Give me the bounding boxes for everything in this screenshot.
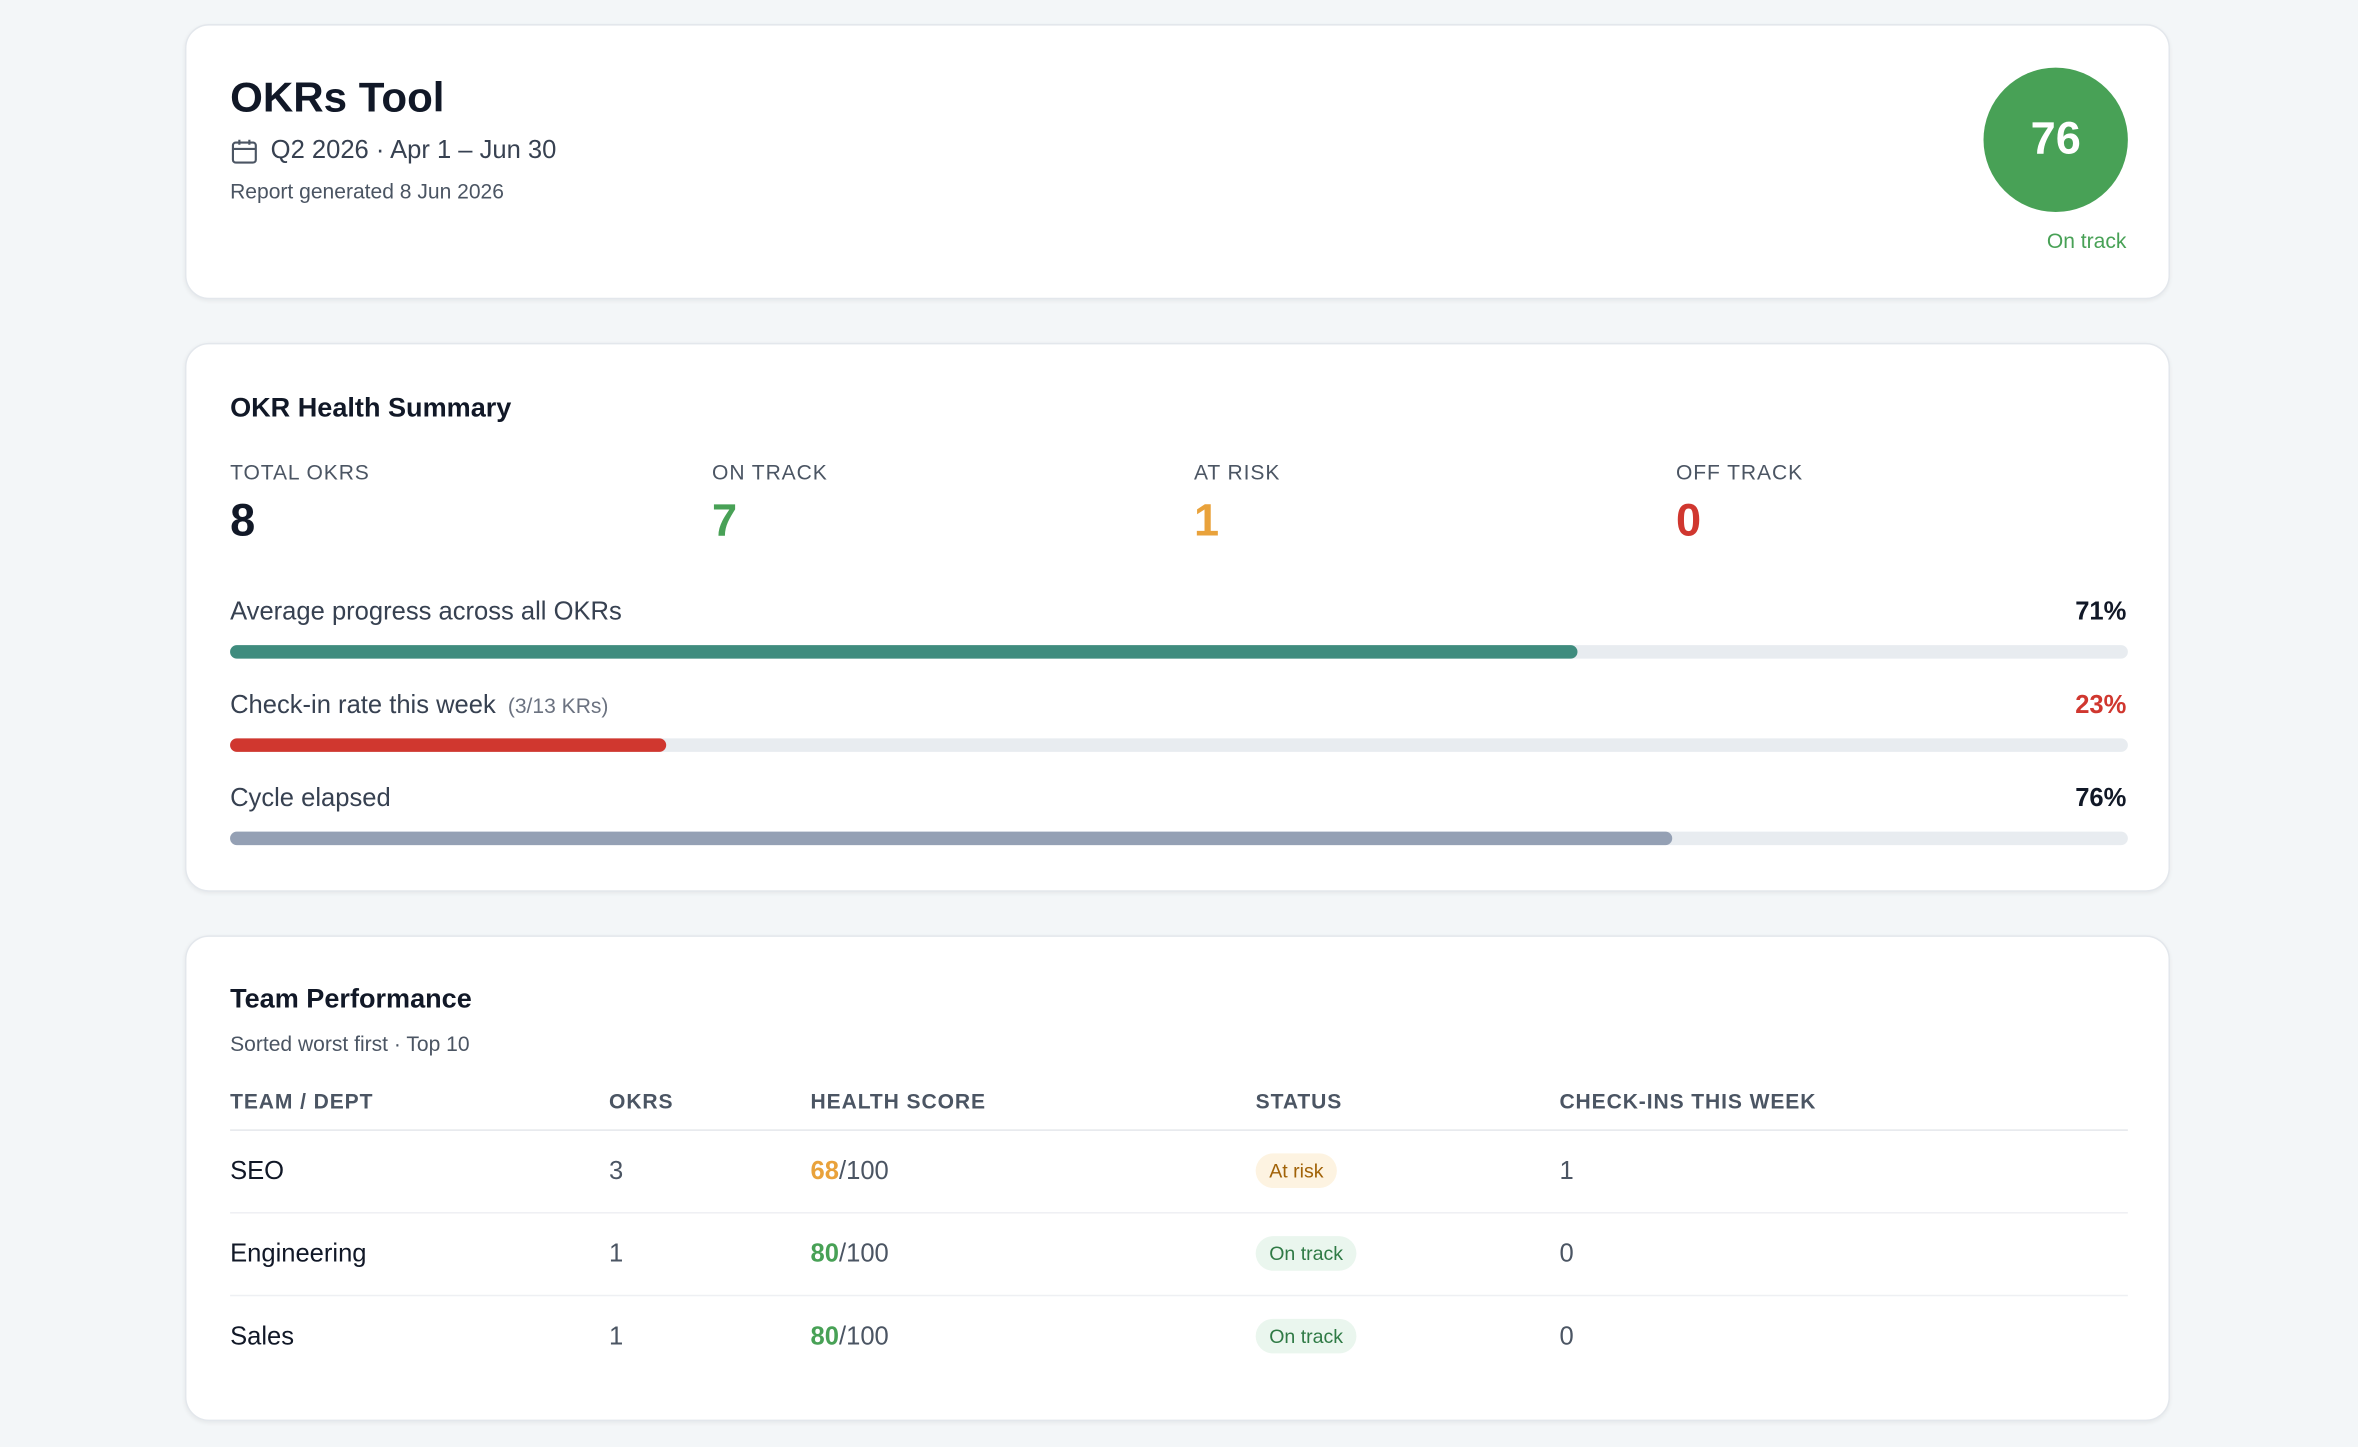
stat-value: 7 (712, 496, 738, 546)
status-pill: At risk (1255, 1153, 1338, 1189)
header-card: OKRs Tool Q2 2026 · Apr 1 – Jun 30 Repor… (184, 24, 2170, 300)
health-status: On track (2046, 228, 2127, 253)
stat: OFF TRACK 0 (1676, 460, 2158, 547)
stat-label: AT RISK (1194, 460, 1281, 485)
progress-value: 71% (2075, 597, 2127, 626)
stat-value: 8 (230, 496, 256, 546)
section-title: Team Performance (230, 983, 472, 1014)
health-score-cell: 80/100 (811, 1322, 889, 1352)
progress-label: Cycle elapsed (230, 783, 391, 813)
stat-label: TOTAL OKRS (230, 460, 370, 485)
column-header: CHECK-INS THIS WEEK (1559, 1088, 1817, 1113)
team-name: Sales (230, 1321, 295, 1351)
checkins: 1 (1559, 1156, 1574, 1185)
score: 80 (810, 1239, 840, 1268)
progress-name: Average progress across all OKRs (230, 597, 622, 626)
progress-label: Check-in rate this week (3/13 KRs) (230, 690, 608, 720)
progress-value: 23% (2075, 690, 2127, 719)
checkins: 0 (1559, 1321, 1574, 1351)
score-max: /100 (839, 1156, 889, 1185)
progress-name: Cycle elapsed (230, 783, 391, 813)
stat: AT RISK 1 (1194, 460, 1676, 547)
section-subtitle: Sorted worst first · Top 10 (230, 1031, 470, 1056)
checkins: 0 (1559, 1239, 1574, 1268)
status-cell: On track (1255, 1236, 1357, 1271)
stat-label: ON TRACK (712, 460, 828, 485)
score-max: /100 (839, 1321, 889, 1351)
row-divider (230, 1212, 2128, 1214)
progress-bar (230, 645, 1578, 659)
stats: TOTAL OKRS 8 ON TRACK 7 AT RISK 1 OFF TRACK 0 (230, 460, 2158, 547)
status-pill: On track (1255, 1236, 1357, 1271)
stat: ON TRACK 7 (712, 460, 1194, 547)
status-pill: On track (1255, 1318, 1357, 1354)
status-cell: At risk (1255, 1153, 1338, 1189)
progress-label: Average progress across all OKRs (230, 597, 622, 627)
health-score-cell: 68/100 (811, 1156, 889, 1186)
period: Q2 2026 · Apr 1 – Jun 30 (270, 135, 557, 164)
column-header: OKRS (609, 1088, 674, 1113)
header-divider (230, 1129, 2128, 1131)
column-header: TEAM / DEPT (230, 1088, 374, 1113)
score-max: /100 (839, 1239, 889, 1268)
progress-name: Check-in rate this week (230, 690, 496, 719)
period-row: Q2 2026 · Apr 1 – Jun 30 (230, 135, 556, 165)
progress-value: 76% (2075, 783, 2127, 813)
status-cell: On track (1255, 1318, 1357, 1354)
progress-track (230, 738, 2128, 752)
team-card: Team Performance Sorted worst first · To… (184, 935, 2170, 1422)
team-name: Engineering (230, 1239, 367, 1268)
summary-card: OKR Health Summary TOTAL OKRS 8 ON TRACK 7 A… (184, 342, 2170, 892)
stat: TOTAL OKRS 8 (230, 460, 712, 547)
calendar-icon (231, 138, 257, 163)
app-title: OKRs Tool (230, 73, 445, 121)
progress-bar (230, 831, 1673, 846)
stat-value: 1 (1194, 496, 1220, 546)
okr-count: 1 (609, 1239, 624, 1268)
generated: Report generated 8 Jun 2026 (230, 178, 504, 204)
health-score: 76 (1983, 67, 2128, 213)
progress-track (230, 645, 2128, 659)
score: 80 (810, 1321, 840, 1351)
score: 68 (810, 1156, 840, 1185)
stat-value: 0 (1675, 496, 1702, 546)
progress-track (230, 831, 2128, 846)
okr-count: 1 (609, 1321, 624, 1351)
row-divider (230, 1294, 2128, 1297)
team-name: SEO (230, 1156, 285, 1185)
progress-bar (230, 738, 667, 752)
progress-note: (3/13 KRs) (507, 693, 609, 718)
section-title: OKR Health Summary (230, 392, 512, 423)
health-score-cell: 80/100 (811, 1239, 889, 1269)
stat-label: OFF TRACK (1675, 460, 1804, 485)
column-header: STATUS (1255, 1088, 1343, 1113)
okr-count: 3 (609, 1156, 624, 1185)
column-header: HEALTH SCORE (810, 1088, 986, 1113)
